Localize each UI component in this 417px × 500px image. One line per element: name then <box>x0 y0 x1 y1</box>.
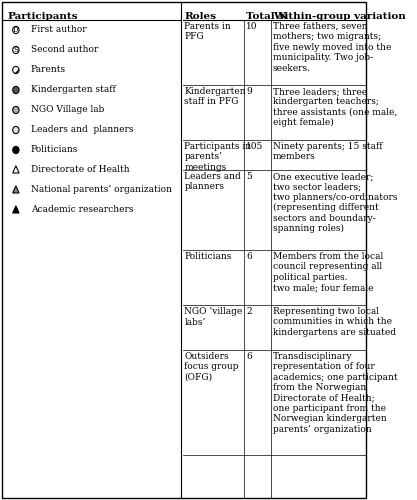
Circle shape <box>13 66 19 73</box>
Text: D: D <box>13 26 19 34</box>
Polygon shape <box>13 206 19 213</box>
Text: Members from the local
council representing all
political parties.
two male; fou: Members from the local council represent… <box>273 252 383 292</box>
Text: 9: 9 <box>246 87 252 96</box>
Text: One executive leader;
two sector leaders;
two planners/co-ordinators
(representi: One executive leader; two sector leaders… <box>273 172 397 234</box>
Text: Parents: Parents <box>31 66 66 74</box>
Text: 10: 10 <box>246 22 258 31</box>
Text: First author: First author <box>31 26 86 35</box>
Text: 105: 105 <box>246 142 264 151</box>
Text: NGO Village lab: NGO Village lab <box>31 106 104 114</box>
Circle shape <box>13 126 19 134</box>
Text: Leaders and  planners: Leaders and planners <box>31 126 133 134</box>
Text: Participants: Participants <box>7 12 78 21</box>
Text: Within-group variation: Within-group variation <box>273 12 405 21</box>
Text: Leaders and
planners: Leaders and planners <box>184 172 241 192</box>
Text: Roles: Roles <box>184 12 216 21</box>
Text: Second author: Second author <box>31 46 98 54</box>
Text: 2: 2 <box>246 307 252 316</box>
Text: Total N: Total N <box>246 12 288 21</box>
Text: 5: 5 <box>246 172 252 181</box>
Text: Politicians: Politicians <box>184 252 232 261</box>
Text: Parents in
PFG: Parents in PFG <box>184 22 231 42</box>
Text: Directorate of Health: Directorate of Health <box>31 166 130 174</box>
Text: National parents’ organization: National parents’ organization <box>31 186 172 194</box>
Text: 6: 6 <box>246 252 252 261</box>
Circle shape <box>13 146 19 154</box>
Text: Transdisciplinary
representation of four
academics; one participant
from the Nor: Transdisciplinary representation of four… <box>273 352 397 434</box>
Text: Three fathers, seven
mothers; two migrants;
five newly moved into the
municipali: Three fathers, seven mothers; two migran… <box>273 22 391 72</box>
Text: Kindergarten staff: Kindergarten staff <box>31 86 116 94</box>
Text: NGO ‘village
labs’: NGO ‘village labs’ <box>184 307 243 326</box>
Polygon shape <box>13 186 19 193</box>
Text: Academic researchers: Academic researchers <box>31 206 133 214</box>
Text: S: S <box>13 46 18 54</box>
Text: Ninety parents; 15 staff
members: Ninety parents; 15 staff members <box>273 142 382 162</box>
Text: Outsiders
focus group
(OFG): Outsiders focus group (OFG) <box>184 352 239 382</box>
Text: Kindergarten
staff in PFG: Kindergarten staff in PFG <box>184 87 246 106</box>
Circle shape <box>13 106 19 114</box>
Text: Three leaders; three
kindergarten teachers;
three assistants (one male,
eight fe: Three leaders; three kindergarten teache… <box>273 87 397 128</box>
Text: Participants in
parents’
meetings: Participants in parents’ meetings <box>184 142 251 172</box>
Circle shape <box>13 86 19 94</box>
Text: 6: 6 <box>246 352 252 361</box>
Text: Politicians: Politicians <box>31 146 78 154</box>
Text: Representing two local
communities in which the
kindergartens are situated: Representing two local communities in wh… <box>273 307 396 337</box>
